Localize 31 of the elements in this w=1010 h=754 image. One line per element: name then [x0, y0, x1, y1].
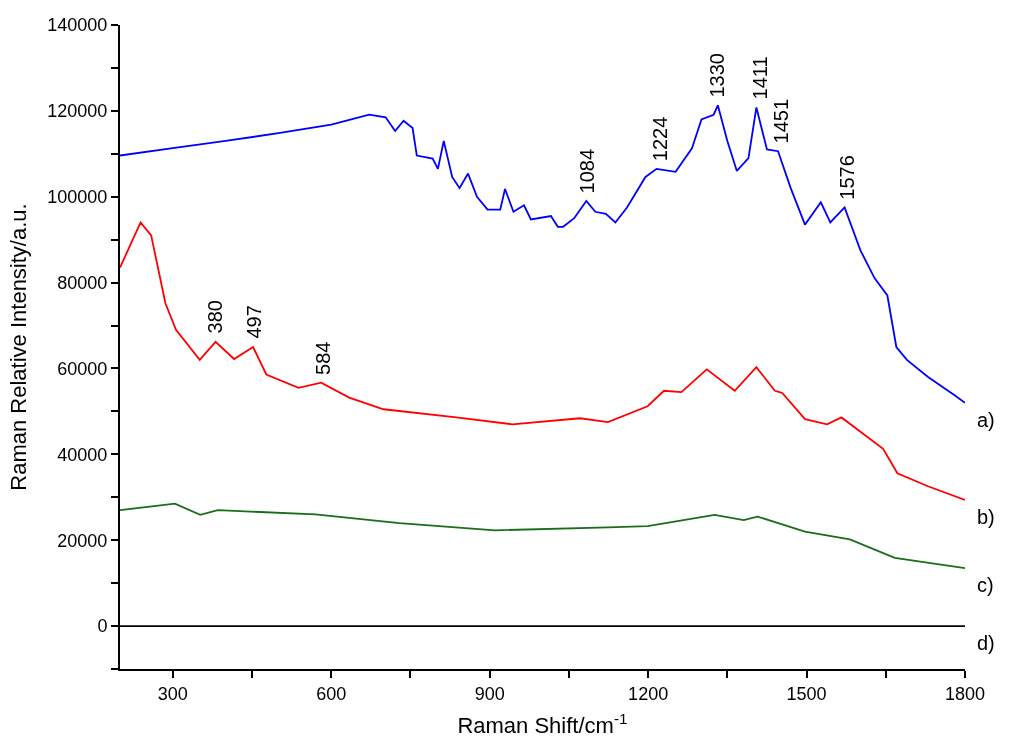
x-tick-label: 900	[474, 683, 505, 704]
annotation: 1224	[649, 116, 672, 162]
x-tick-label: 1200	[628, 683, 669, 704]
line-series	[120, 502, 965, 570]
annotation: 1451	[769, 98, 792, 144]
annotation: 1084	[576, 148, 599, 194]
annotation: 380	[203, 300, 226, 334]
y-tick-label: 80000	[57, 272, 108, 293]
y-tick-label: 20000	[57, 530, 108, 551]
annotation: 1576	[835, 155, 858, 200]
series-label: d)	[977, 632, 995, 654]
series-label: b)	[977, 506, 995, 528]
y-tick-label: 140000	[47, 15, 108, 36]
annotation: 1330	[705, 53, 728, 98]
y-tick-label: 100000	[47, 187, 108, 208]
series-label: a)	[977, 409, 995, 431]
y-axis-title: Raman Relative Intensity/a.u.	[5, 203, 31, 491]
y-tick-label: 60000	[57, 358, 108, 379]
annotation: 497	[242, 305, 265, 339]
y-tick-label: 0	[97, 616, 108, 637]
x-tick-label: 600	[316, 683, 347, 704]
x-tick-label: 1500	[786, 683, 827, 704]
annotation: 1411	[748, 56, 771, 100]
y-tick-label: 40000	[57, 444, 108, 465]
series-label: c)	[977, 574, 994, 596]
x-tick-label: 300	[157, 683, 188, 704]
line-series	[120, 221, 965, 501]
x-tick-label: 1800	[944, 683, 986, 704]
annotation: 584	[311, 341, 334, 375]
y-tick-label: 120000	[47, 101, 108, 122]
x-axis-title: Raman Shift/cm$^{-1}$	[457, 709, 628, 738]
